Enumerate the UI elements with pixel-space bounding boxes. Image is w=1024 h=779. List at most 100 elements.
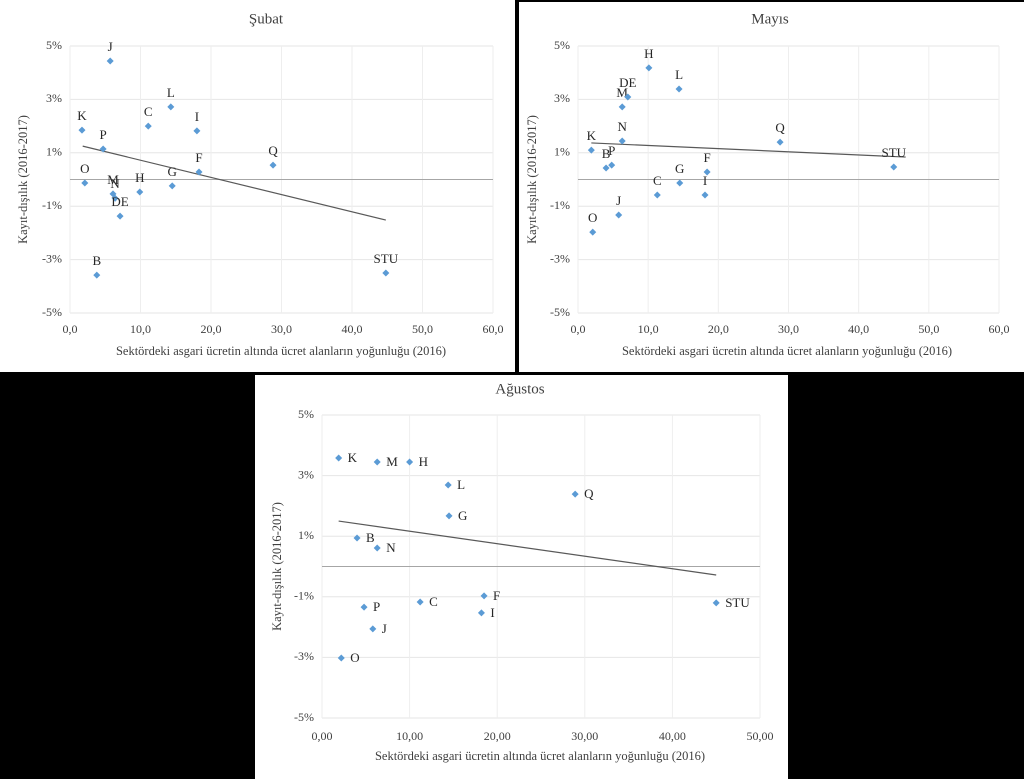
point xyxy=(136,188,144,196)
point-label: C xyxy=(653,173,662,188)
point xyxy=(703,168,711,176)
point-label: K xyxy=(77,108,87,123)
trendline xyxy=(82,145,386,221)
point xyxy=(618,103,626,111)
point xyxy=(406,458,414,466)
y-tick-label: -5% xyxy=(42,305,62,319)
point-label: C xyxy=(429,594,438,609)
point-label: B xyxy=(92,253,101,268)
y-tick-label: 1% xyxy=(46,145,62,159)
point xyxy=(675,85,683,93)
point-label: F xyxy=(703,150,710,165)
point-label: DE xyxy=(111,194,128,209)
trendline xyxy=(591,142,906,158)
point xyxy=(382,269,390,277)
x-tick-label: 40,0 xyxy=(848,322,869,336)
point xyxy=(776,138,784,146)
point xyxy=(587,146,595,154)
point xyxy=(269,161,277,169)
point xyxy=(712,599,720,607)
point-label: P xyxy=(608,143,615,158)
point-label: Q xyxy=(268,143,278,158)
point xyxy=(373,544,381,552)
x-tick-label: 30,0 xyxy=(778,322,799,336)
y-tick-label: 3% xyxy=(46,91,62,105)
x-tick-label: 50,0 xyxy=(918,322,939,336)
x-tick-label: 10,0 xyxy=(130,322,151,336)
y-axis-label: Kayıt-dışılık (2016-2017) xyxy=(16,115,30,244)
x-tick-label: 30,0 xyxy=(271,322,292,336)
point-label: G xyxy=(675,161,684,176)
point xyxy=(445,512,453,520)
point xyxy=(416,598,424,606)
point xyxy=(645,64,653,72)
point xyxy=(106,57,114,65)
point xyxy=(337,654,345,662)
point-label: K xyxy=(587,128,597,143)
point-label: L xyxy=(457,477,465,492)
point xyxy=(602,164,610,172)
point-label: L xyxy=(167,85,175,100)
panel xyxy=(255,375,788,779)
point xyxy=(624,93,632,101)
y-tick-label: -3% xyxy=(42,251,62,265)
point xyxy=(360,603,368,611)
point-label: H xyxy=(419,454,428,469)
point-label: J xyxy=(108,39,113,54)
point-label: M xyxy=(386,454,398,469)
x-tick-label: 0,0 xyxy=(571,322,586,336)
point xyxy=(195,168,203,176)
x-tick-label: 0,0 xyxy=(63,322,78,336)
x-axis-label: Sektördeki asgari ücretin altında ücret … xyxy=(375,749,705,763)
chart-title: Şubat xyxy=(249,11,284,27)
point-label: J xyxy=(616,193,621,208)
y-tick-label: 5% xyxy=(554,38,570,52)
point xyxy=(444,481,452,489)
point-label: F xyxy=(493,588,500,603)
point-label: L xyxy=(675,67,683,82)
point-label: B xyxy=(602,146,611,161)
point-label: P xyxy=(373,599,380,614)
x-tick-label: 20,0 xyxy=(708,322,729,336)
y-tick-label: -1% xyxy=(294,589,314,603)
point xyxy=(144,122,152,130)
point xyxy=(571,490,579,498)
x-axis-label: Sektördeki asgari ücretin altında ücret … xyxy=(622,344,952,358)
point-label: K xyxy=(348,450,358,465)
point-label: C xyxy=(144,104,153,119)
point-label: G xyxy=(168,164,177,179)
x-tick-label: 60,0 xyxy=(989,322,1010,336)
point xyxy=(373,458,381,466)
x-tick-label: 20,00 xyxy=(484,729,511,743)
y-tick-label: 1% xyxy=(298,528,314,542)
point xyxy=(353,534,361,542)
point xyxy=(167,103,175,111)
y-tick-label: 1% xyxy=(554,145,570,159)
point-label: I xyxy=(703,173,707,188)
point-label: O xyxy=(350,650,359,665)
y-tick-label: 3% xyxy=(298,467,314,481)
point-label: O xyxy=(588,210,597,225)
point-label: N xyxy=(386,540,396,555)
point xyxy=(890,163,898,171)
y-tick-label: -3% xyxy=(550,251,570,265)
x-tick-label: 60,0 xyxy=(483,322,504,336)
x-axis-label: Sektördeki asgari ücretin altında ücret … xyxy=(116,344,446,358)
point xyxy=(81,179,89,187)
point xyxy=(615,211,623,219)
point-label: H xyxy=(135,170,144,185)
x-tick-label: 0,00 xyxy=(312,729,333,743)
chart-title: Ağustos xyxy=(495,381,544,397)
trendline xyxy=(338,520,717,576)
point-label: I xyxy=(490,605,494,620)
x-tick-label: 20,0 xyxy=(201,322,222,336)
y-tick-label: -1% xyxy=(42,198,62,212)
x-tick-label: 10,0 xyxy=(638,322,659,336)
point-label: STU xyxy=(881,145,906,160)
y-axis-label: Kayıt-dışılık (2016-2017) xyxy=(270,502,284,631)
point-label: H xyxy=(644,46,653,61)
x-tick-label: 40,0 xyxy=(342,322,363,336)
y-tick-label: -1% xyxy=(550,198,570,212)
x-tick-label: 40,00 xyxy=(659,729,686,743)
